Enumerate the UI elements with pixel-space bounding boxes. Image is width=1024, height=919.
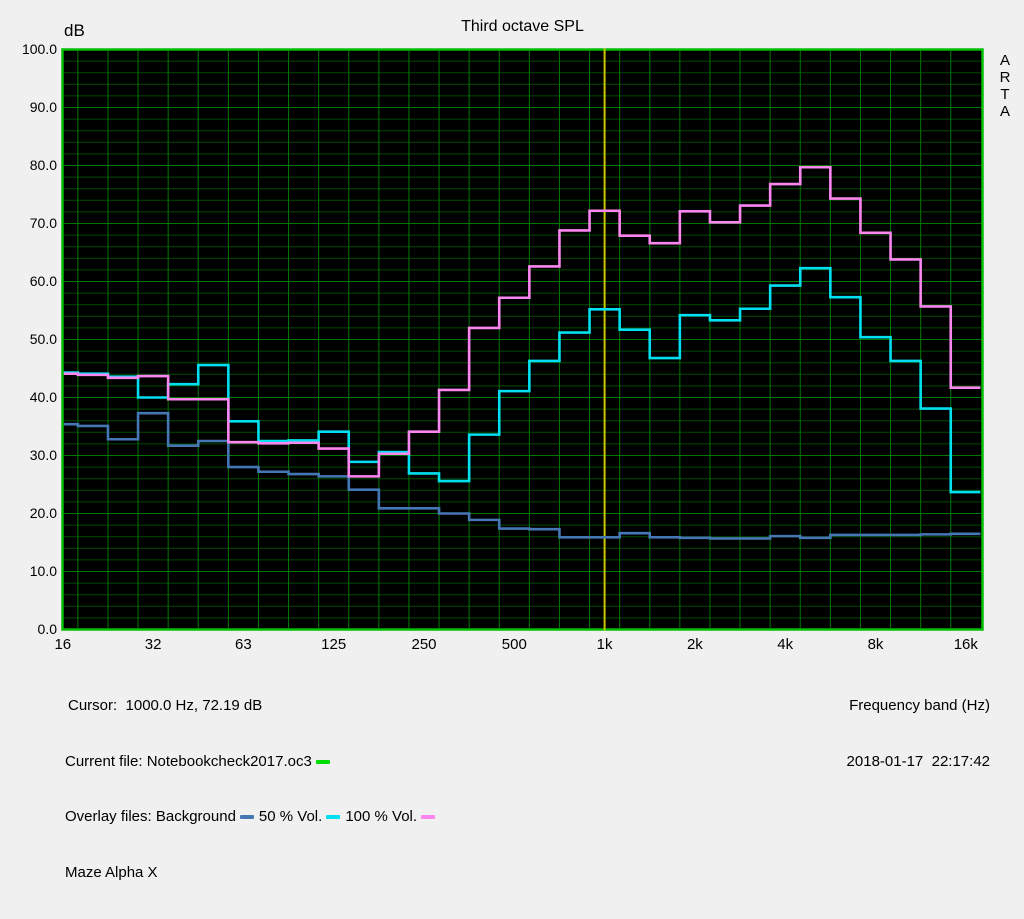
overlay-100-label: 100 % Vol. bbox=[345, 808, 418, 825]
background-color-swatch bbox=[239, 815, 254, 820]
y-tick-label: 50.0 bbox=[29, 331, 57, 347]
series-curve-50-vol- bbox=[63, 266, 981, 494]
x-tick-label: 500 bbox=[501, 636, 527, 653]
x-tick-label: 16k bbox=[953, 636, 978, 653]
y-tick-label: 0.0 bbox=[37, 621, 57, 637]
x-tick-label: 2k bbox=[686, 636, 703, 653]
current-file-color-swatch bbox=[315, 759, 330, 764]
datetime-label: 2018-01-17 22:17:42 bbox=[846, 752, 990, 770]
y-tick-label: 90.0 bbox=[29, 99, 57, 115]
y-tick-label: 10.0 bbox=[29, 563, 57, 579]
y-tick-label: 100.0 bbox=[21, 41, 57, 57]
overlay-50-label: 50 % Vol. bbox=[258, 808, 323, 825]
watermark-letter: A bbox=[999, 52, 1010, 69]
watermark-letter: A bbox=[999, 103, 1010, 120]
x-tick-label: 1k bbox=[596, 636, 613, 653]
x-tick-label: 8k bbox=[867, 636, 884, 653]
y-tick-label: 30.0 bbox=[29, 447, 57, 463]
y-tick-label: 20.0 bbox=[29, 505, 57, 521]
x-axis-label: Frequency band (Hz) bbox=[849, 697, 990, 714]
status-block: Cursor: 1000.0 Hz, 72.19 dB Current file… bbox=[65, 660, 440, 919]
x-tick-label: 4k bbox=[777, 636, 794, 653]
watermark-letter: T bbox=[1000, 86, 1010, 103]
x-tick-label: 32 bbox=[144, 636, 162, 653]
overlay-files-label: Overlay files: Background bbox=[65, 808, 236, 825]
y-tick-label: 40.0 bbox=[29, 389, 57, 405]
arta-watermark: A R T A bbox=[994, 52, 1016, 120]
y-axis-unit-label: dB bbox=[64, 21, 85, 40]
series-curve-100-vol- bbox=[63, 165, 981, 478]
y-tick-label: 80.0 bbox=[29, 157, 57, 173]
x-tick-label: 63 bbox=[235, 636, 252, 653]
arta-window: dB Third octave SPL A R T A 0.0 10.0 20.0 3… bbox=[0, 0, 1024, 881]
cursor-readout: Cursor: 1000.0 Hz, 72.19 dB bbox=[68, 697, 263, 714]
device-note: Maze Alpha X bbox=[65, 863, 158, 881]
current-file-label: Current file: Notebookcheck2017.oc3 bbox=[65, 752, 312, 770]
vol50-color-swatch bbox=[326, 815, 341, 820]
spl-chart-plot-area[interactable] bbox=[0, 0, 1024, 735]
y-tick-label: 60.0 bbox=[29, 273, 57, 289]
chart-title: Third octave SPL bbox=[461, 18, 584, 35]
vol100-color-swatch bbox=[421, 815, 436, 820]
x-tick-label: 16 bbox=[54, 636, 72, 653]
axis-info-block: Frequency band (Hz) 2018-01-17 22:17:42 bbox=[694, 660, 990, 808]
series-curve-background bbox=[63, 411, 981, 540]
watermark-letter: R bbox=[999, 69, 1011, 86]
x-tick-label: 125 bbox=[321, 636, 347, 653]
y-tick-label: 70.0 bbox=[29, 215, 57, 231]
x-tick-label: 250 bbox=[411, 636, 437, 653]
